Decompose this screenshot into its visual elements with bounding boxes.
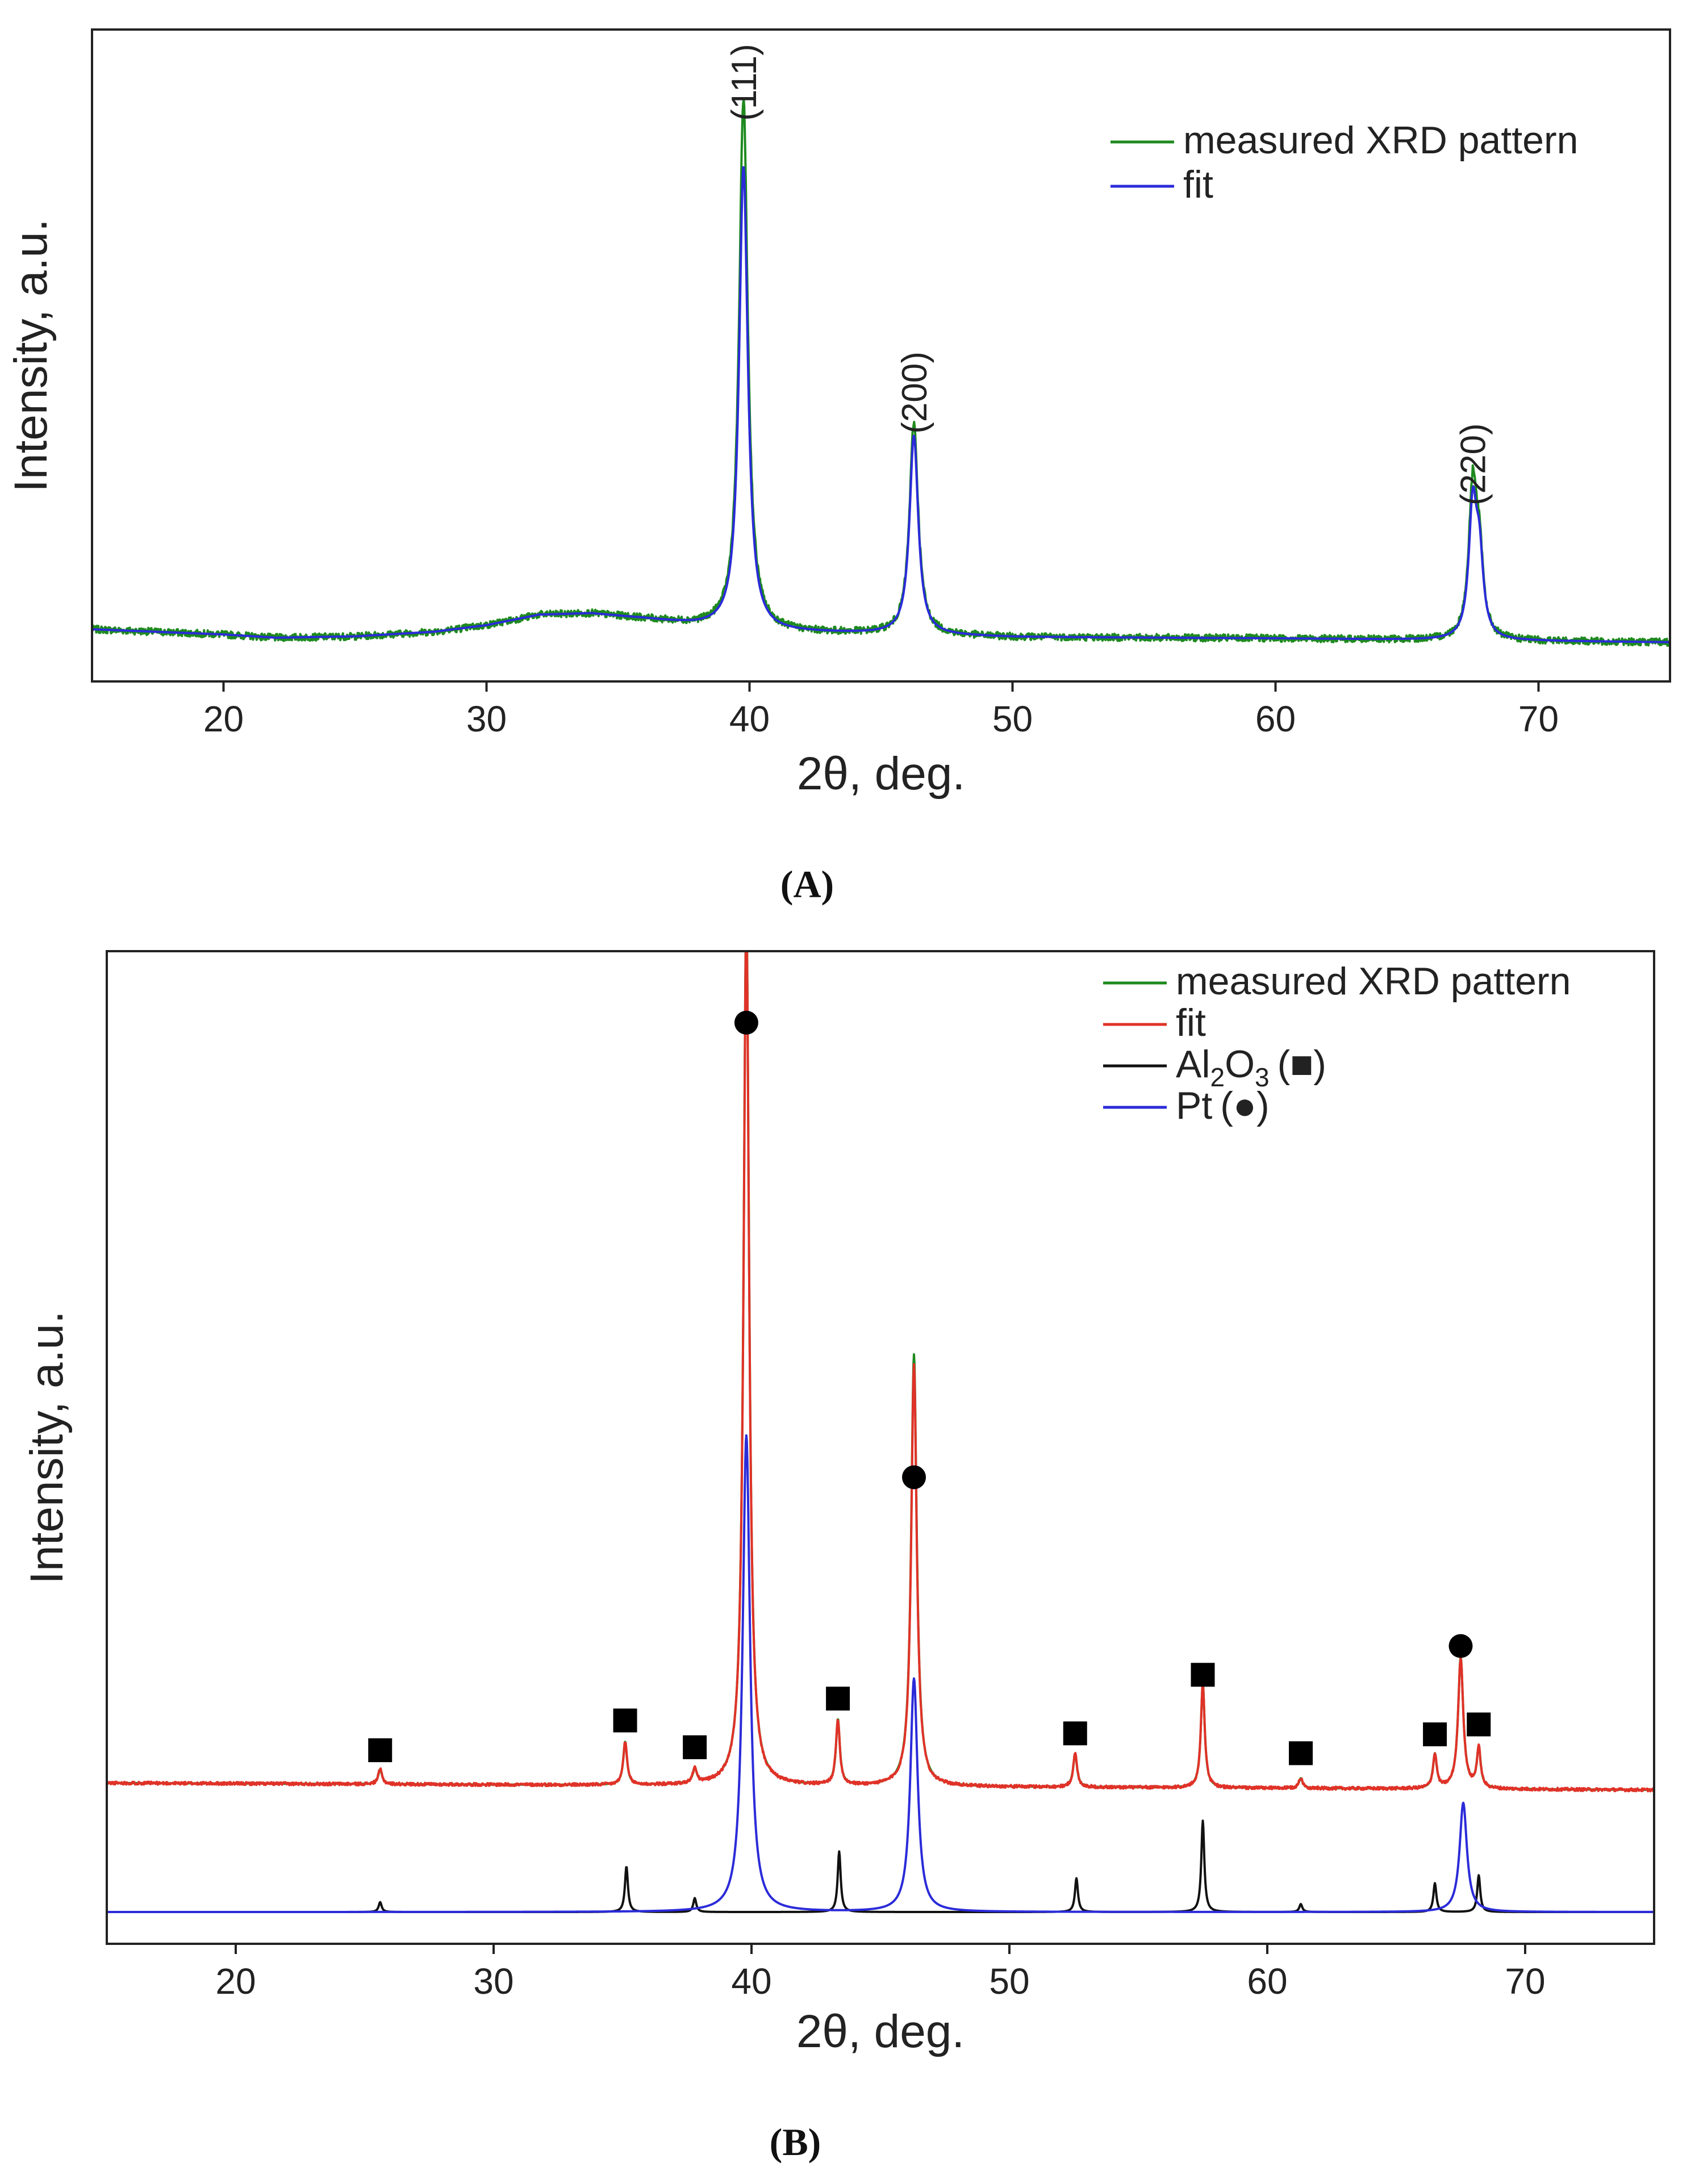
series-group — [92, 98, 1670, 647]
x-tick-label: 20 — [203, 698, 244, 739]
panel-b: 20 30 40 50 60 70 2θ, deg. Intensity, a.u. (B) me… — [21, 950, 1655, 2164]
x-tick-label: 20 — [215, 1961, 256, 2002]
al2o3-peak-marker — [368, 1738, 393, 1763]
x-tick-label: 70 — [1518, 698, 1559, 739]
pt-peak-marker — [1448, 1634, 1473, 1658]
legend-label-part: 3 — [1255, 1062, 1270, 1092]
legend-label: measured XRD pattern — [1176, 960, 1571, 1003]
legend-label: Al2O3 (■) — [1176, 1043, 1326, 1092]
series-line-pt — [107, 1434, 1654, 1914]
al2o3-peak-marker — [826, 1687, 850, 1711]
x-tick-label: 60 — [1247, 1961, 1287, 2002]
x-tick-label: 70 — [1505, 1961, 1545, 2002]
legend-label-part: O — [1225, 1043, 1255, 1086]
legend-label-part: Al — [1176, 1043, 1210, 1086]
peak-annotation: (220) — [1454, 423, 1493, 505]
legend-label: Pt (●) — [1176, 1084, 1270, 1127]
panel-caption: (B) — [770, 2120, 821, 2164]
panel-caption: (A) — [780, 863, 834, 906]
legend-marker-text: (●) — [1220, 1084, 1269, 1127]
pt-peak-marker — [734, 1010, 758, 1035]
x-tick-label: 30 — [466, 698, 507, 739]
legend-label: measured XRD pattern — [1183, 119, 1578, 162]
y-axis-label: Intensity, a.u. — [5, 219, 57, 492]
x-axis-label: 2θ, deg. — [797, 748, 965, 800]
x-tick-label: 30 — [473, 1961, 513, 2002]
y-axis-label: Intensity, a.u. — [21, 1311, 73, 1584]
al2o3-peak-marker — [1289, 1741, 1313, 1765]
legend-label-part: Pt — [1176, 1084, 1212, 1127]
x-tick-label: 40 — [731, 1961, 771, 2002]
x-axis-label: 2θ, deg. — [796, 2006, 965, 2057]
legend-marker-text: (■) — [1277, 1043, 1326, 1086]
legend-label-part: 2 — [1210, 1062, 1225, 1092]
peak-annotation: (200) — [895, 352, 934, 434]
series-line-fit — [107, 951, 1654, 1793]
x-tick-label: 60 — [1255, 698, 1296, 739]
x-tick-label: 50 — [989, 1961, 1029, 2002]
al2o3-peak-marker — [613, 1708, 637, 1733]
plot-frame — [91, 28, 1671, 683]
x-tick-label: 50 — [992, 698, 1033, 739]
plot-frame — [106, 950, 1655, 1945]
peak-annotation: (111) — [725, 44, 764, 121]
legend-label: fit — [1176, 1001, 1206, 1044]
al2o3-peak-marker — [1467, 1712, 1491, 1737]
pt-peak-marker — [902, 1465, 926, 1490]
legend-label: fit — [1183, 163, 1213, 206]
x-tick-label: 40 — [729, 698, 770, 739]
al2o3-peak-marker — [1423, 1722, 1447, 1747]
al2o3-peak-marker — [683, 1735, 707, 1759]
series-group — [107, 951, 1654, 1914]
al2o3-peak-marker — [1191, 1663, 1215, 1687]
series-line-fit — [92, 166, 1670, 643]
panel-a: 20 30 40 50 60 70 2θ, deg. Intensity, a.u. (A) (1… — [5, 28, 1671, 906]
al2o3-peak-marker — [1063, 1721, 1087, 1746]
